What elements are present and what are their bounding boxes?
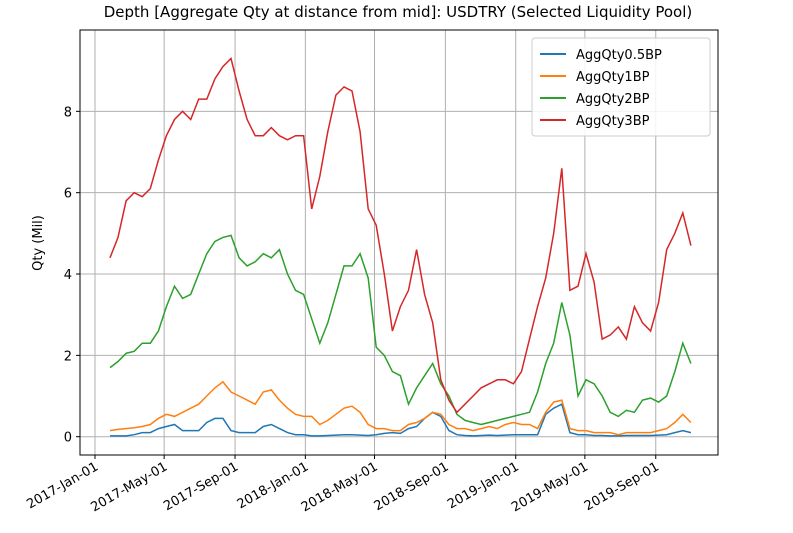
legend-label: AggQty3BP: [576, 114, 650, 129]
series-line: [109, 57, 692, 414]
x-tick-label: 2018-May-01: [299, 459, 381, 515]
y-tick-label: 0: [64, 431, 72, 446]
series-line: [109, 380, 692, 436]
series-line: [110, 403, 692, 437]
x-tick-label: 2019-Sep-01: [582, 459, 662, 514]
y-axis-label: Qty (Mil): [31, 215, 46, 271]
chart-title: Depth [Aggregate Qty at distance from mi…: [104, 3, 693, 21]
y-tick-label: 2: [64, 349, 72, 364]
legend-label: AggQty2BP: [576, 92, 650, 107]
y-tick-label: 6: [64, 187, 72, 202]
x-tick-label: 2018-Sep-01: [372, 459, 452, 514]
legend-box: [531, 37, 711, 137]
y-tick-label: 4: [64, 268, 72, 283]
x-tick-label: 2017-May-01: [88, 459, 170, 515]
x-tick-label: 2019-May-01: [509, 459, 591, 515]
plot-frame: [79, 29, 719, 456]
series-line: [109, 234, 692, 426]
legend-label: AggQty1BP: [576, 70, 650, 85]
x-tick-label: 2017-Sep-01: [161, 459, 241, 514]
legend-label: AggQty0.5BP: [576, 48, 662, 63]
y-tick-label: 8: [64, 105, 72, 120]
